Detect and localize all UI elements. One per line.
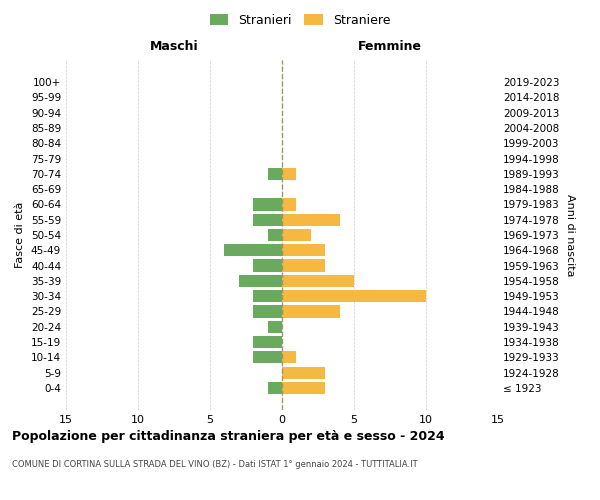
Y-axis label: Anni di nascita: Anni di nascita <box>565 194 575 276</box>
Bar <box>253 260 282 272</box>
Bar <box>253 198 282 210</box>
Bar <box>282 366 325 379</box>
Bar <box>282 244 325 256</box>
Bar <box>268 320 282 333</box>
Bar <box>253 290 282 302</box>
Text: Femmine: Femmine <box>358 40 422 53</box>
Bar <box>268 168 282 180</box>
Bar <box>253 214 282 226</box>
Text: COMUNE DI CORTINA SULLA STRADA DEL VINO (BZ) - Dati ISTAT 1° gennaio 2024 - TUTT: COMUNE DI CORTINA SULLA STRADA DEL VINO … <box>12 460 418 469</box>
Bar <box>282 382 325 394</box>
Bar <box>268 382 282 394</box>
Bar <box>282 290 426 302</box>
Bar <box>282 214 340 226</box>
Bar <box>268 229 282 241</box>
Bar <box>253 352 282 364</box>
Bar <box>253 306 282 318</box>
Bar <box>282 352 296 364</box>
Text: Popolazione per cittadinanza straniera per età e sesso - 2024: Popolazione per cittadinanza straniera p… <box>12 430 445 443</box>
Bar <box>282 198 296 210</box>
Bar <box>282 275 354 287</box>
Y-axis label: Fasce di età: Fasce di età <box>16 202 25 268</box>
Bar <box>239 275 282 287</box>
Text: Maschi: Maschi <box>149 40 199 53</box>
Bar <box>282 168 296 180</box>
Bar <box>253 336 282 348</box>
Bar <box>224 244 282 256</box>
Bar <box>282 229 311 241</box>
Bar <box>282 306 340 318</box>
Legend: Stranieri, Straniere: Stranieri, Straniere <box>205 8 395 32</box>
Bar <box>282 260 325 272</box>
